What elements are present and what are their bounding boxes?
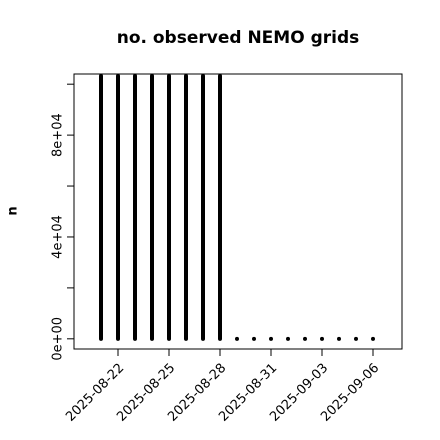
y-axis-label: n — [6, 206, 21, 215]
plot-box — [73, 73, 403, 350]
y-tick-label: 0e+00 — [51, 317, 66, 361]
y-tick-label: 8e+04 — [51, 113, 66, 157]
y-tick-label: 4e+04 — [51, 215, 66, 259]
chart-title: no. observed NEMO grids — [117, 28, 360, 48]
